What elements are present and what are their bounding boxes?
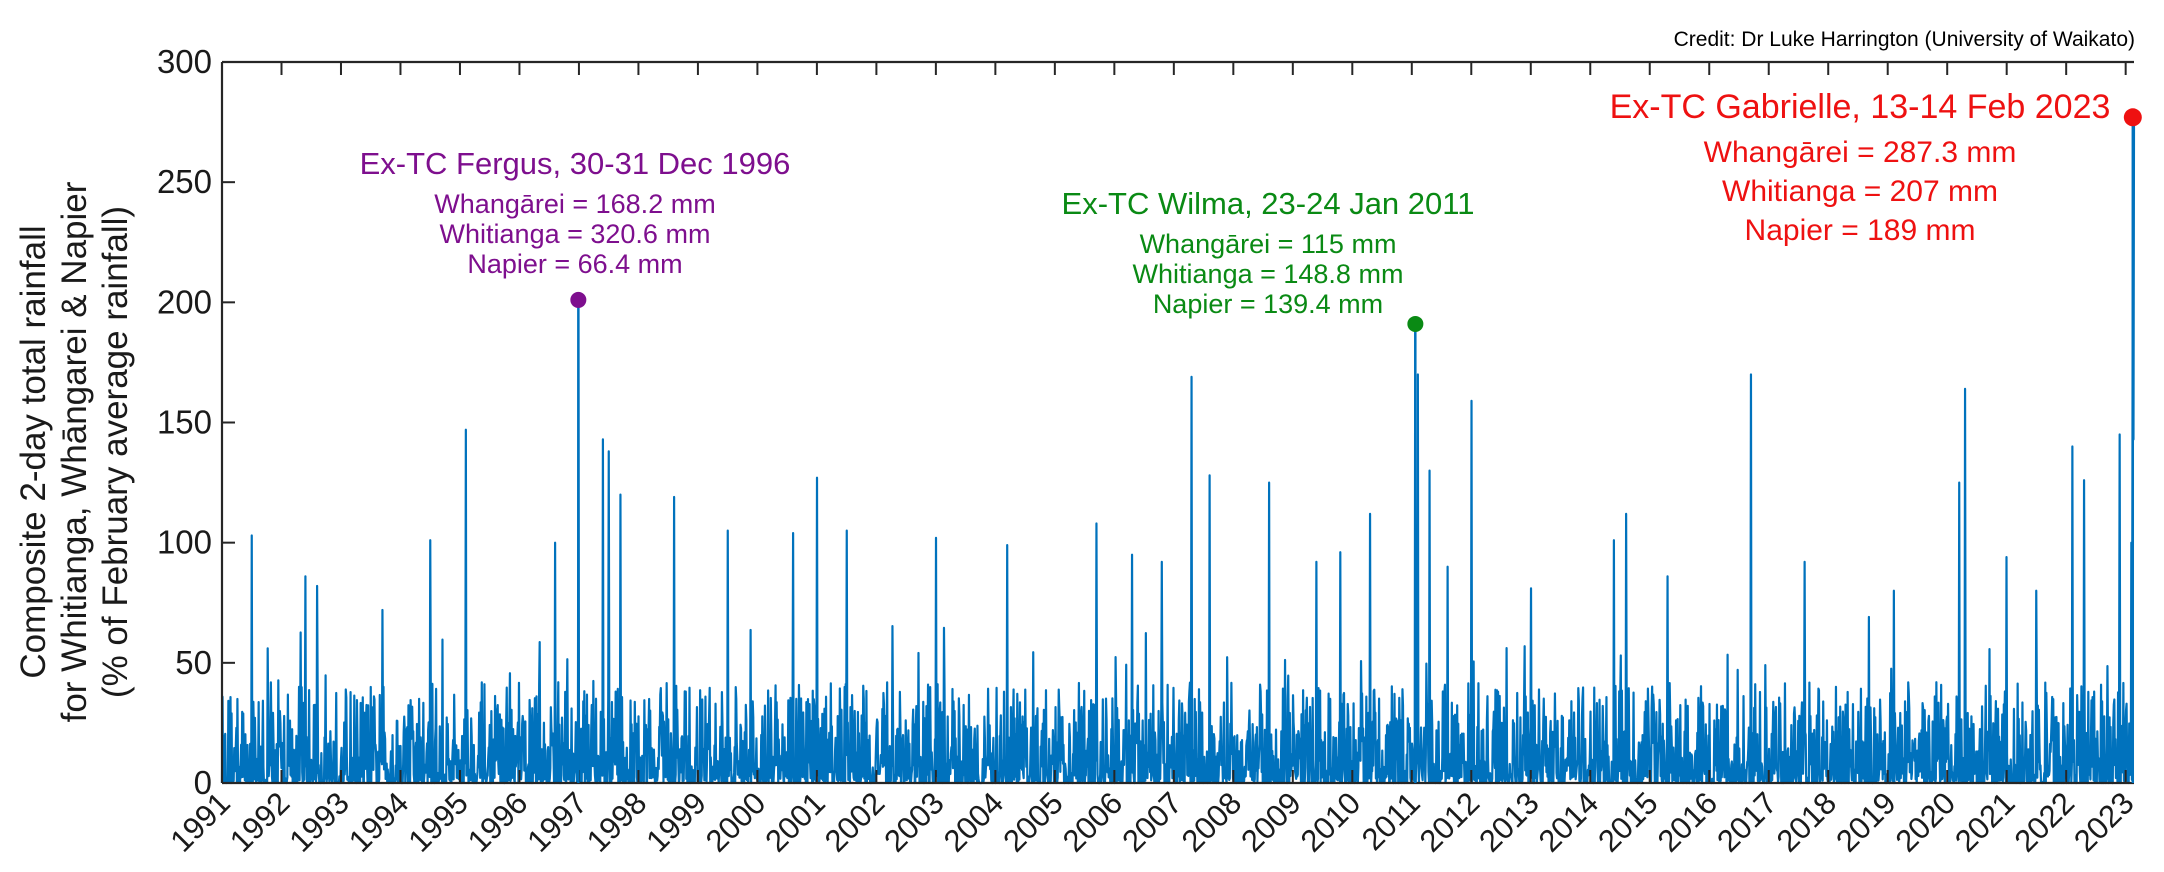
y-tick-label: 300: [157, 43, 212, 80]
event-detail-line: Whangārei = 168.2 mm: [434, 189, 715, 219]
x-tick-label: 2012: [1413, 785, 1487, 859]
x-tick-label: 1997: [520, 785, 594, 859]
event-marker: [570, 291, 587, 308]
event-detail-line: Whangārei = 287.3 mm: [1704, 136, 2017, 169]
rainfall-series-line: [220, 116, 2136, 785]
y-tick-label: 50: [175, 644, 212, 681]
x-tick-label: 2019: [1829, 785, 1903, 859]
x-tick-label: 2003: [877, 785, 951, 859]
x-tick-label: 2020: [1889, 785, 1963, 859]
x-tick-label: 2008: [1175, 785, 1249, 859]
y-tick-label: 0: [194, 764, 212, 801]
event-detail-line: Whitianga = 148.8 mm: [1133, 259, 1404, 289]
y-axis-ticks: 0 50 100 150 200 250 300: [157, 43, 235, 801]
event-title: Ex-TC Gabrielle, 13-14 Feb 2023: [1610, 88, 2111, 126]
event-detail-line: Whitianga = 207 mm: [1722, 175, 1998, 208]
x-tick-label: 2009: [1234, 785, 1308, 859]
event-marker: [2123, 108, 2142, 127]
event-detail-line: Whitianga = 320.6 mm: [440, 219, 711, 249]
event-title: Ex-TC Wilma, 23-24 Jan 2011: [1062, 186, 1475, 221]
y-tick-label: 200: [157, 283, 212, 320]
x-tick-label: 2013: [1472, 785, 1546, 859]
x-tick-label: 2015: [1591, 785, 1665, 859]
x-tick-label: 2017: [1710, 785, 1784, 859]
x-tick-label: 1998: [580, 785, 654, 859]
x-tick-label: 2010: [1294, 785, 1368, 859]
x-tick-label: 2021: [1948, 785, 2022, 859]
x-tick-label: 1994: [342, 785, 416, 859]
x-tick-label: 2005: [996, 785, 1070, 859]
event-detail-line: Napier = 189 mm: [1745, 214, 1976, 247]
x-tick-label: 1995: [401, 785, 475, 859]
x-tick-label: 2014: [1532, 785, 1606, 859]
credit-text: Credit: Dr Luke Harrington (University o…: [1674, 28, 2135, 51]
y-tick-label: 100: [157, 524, 212, 561]
x-tick-label: 2002: [818, 785, 892, 859]
x-tick-label: 2007: [1115, 785, 1189, 859]
y-tick-label: 150: [157, 404, 212, 441]
event-detail-line: Napier = 66.4 mm: [467, 249, 682, 279]
x-tick-label: 2006: [1056, 785, 1130, 859]
y-tick-label: 250: [157, 163, 212, 200]
x-tick-label: 1999: [639, 785, 713, 859]
y-axis-label: Composite 2-day total rainfall for Whiti…: [14, 181, 135, 722]
x-tick-label: 1996: [461, 785, 535, 859]
event-detail-line: Napier = 139.4 mm: [1153, 289, 1383, 319]
event-title: Ex-TC Fergus, 30-31 Dec 1996: [360, 146, 791, 181]
x-tick-label: 2011: [1355, 785, 1427, 857]
y-axis-label-line-2: for Whitianga, Whāngarei & Napier: [55, 181, 94, 722]
x-tick-label: 2000: [699, 785, 773, 859]
y-axis-label-line-3: (% of February average rainfall): [96, 206, 135, 698]
event-annotations: Ex-TC Fergus, 30-31 Dec 1996 Whangārei = …: [360, 88, 2142, 783]
x-tick-label: 1993: [282, 785, 356, 859]
x-tick-label: 2001: [758, 785, 832, 859]
x-tick-label: 2022: [2008, 785, 2082, 859]
x-tick-label: 1991: [163, 785, 237, 859]
x-tick-label: 2018: [1770, 785, 1844, 859]
x-tick-label: 1992: [223, 785, 297, 859]
x-tick-label: 2023: [2067, 785, 2141, 859]
x-tick-label: 2016: [1651, 785, 1725, 859]
y-axis-label-line-1: Composite 2-day total rainfall: [14, 225, 53, 678]
event-detail-line: Whangārei = 115 mm: [1140, 229, 1397, 259]
x-tick-label: 2004: [937, 785, 1011, 859]
event-marker: [1407, 315, 1424, 332]
